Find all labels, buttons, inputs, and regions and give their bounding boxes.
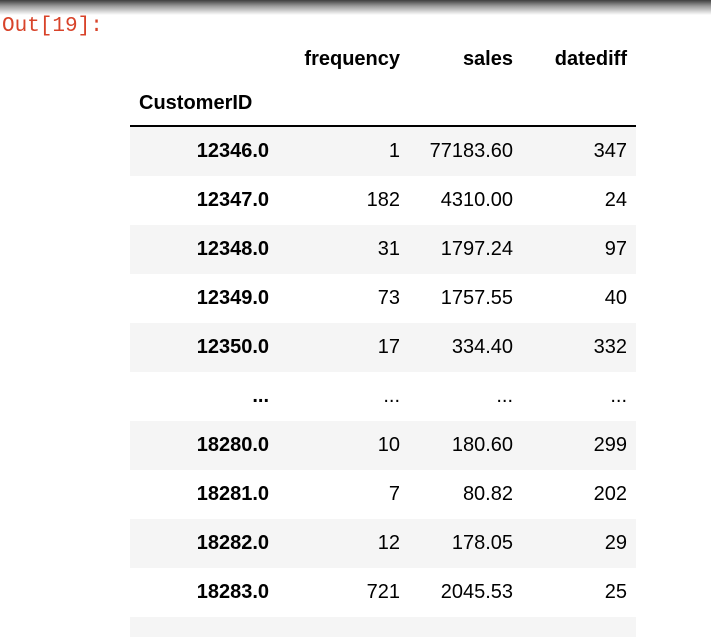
row-index-cell: 12349.0: [196, 287, 269, 309]
column-header-datediff: datediff: [554, 48, 627, 70]
table-row: 18282.0 12 178.05 29: [130, 519, 636, 568]
sales-cell: 2045.53: [440, 581, 513, 603]
datediff-cell: 97: [604, 238, 627, 260]
row-index-cell: 12347.0: [196, 189, 269, 211]
column-header-frequency: frequency: [304, 48, 400, 70]
blank-corner-cell: [130, 37, 278, 81]
datediff-cell: ...: [610, 385, 627, 407]
frequency-cell: 1: [388, 140, 400, 162]
frequency-cell: 73: [377, 287, 400, 309]
table-row: 18280.0 10 180.60 299: [130, 421, 636, 470]
index-name-label: CustomerID: [139, 92, 253, 114]
row-index-cell: [130, 617, 278, 637]
table-row: 18283.0 721 2045.53 25: [130, 568, 636, 617]
row-index-cell: ...: [252, 385, 269, 407]
partially-visible-next-row: [130, 617, 636, 637]
table-row: 12348.0 31 1797.24 97: [130, 225, 636, 274]
row-index-cell: 18282.0: [196, 532, 269, 554]
blank-header-cell: [278, 81, 409, 126]
column-header-row: frequency sales datediff: [130, 37, 636, 81]
sales-cell: 1757.55: [440, 287, 513, 309]
sales-cell: 178.05: [451, 532, 513, 554]
table-row: 12347.0 182 4310.00 24: [130, 176, 636, 225]
datediff-cell: 202: [593, 483, 627, 505]
ellipsis-row: ... ... ... ...: [130, 372, 636, 421]
datediff-cell: 332: [593, 336, 627, 358]
dataframe-output: frequency sales datediff CustomerID 1234…: [130, 37, 636, 637]
row-index-cell: 12350.0: [196, 336, 269, 358]
datediff-cell: 347: [593, 140, 627, 162]
table-row: 12346.0 1 77183.60 347: [130, 126, 636, 176]
sales-cell: ...: [496, 385, 513, 407]
window-top-shadow: [0, 0, 711, 15]
frequency-cell: 31: [377, 238, 400, 260]
frequency-cell: ...: [383, 385, 400, 407]
frequency-cell: 12: [377, 532, 400, 554]
sales-cell: 4310.00: [440, 189, 513, 211]
datediff-cell: 24: [604, 189, 627, 211]
frequency-cell: 7: [388, 483, 400, 505]
sales-cell: 334.40: [451, 336, 513, 358]
dataframe-table: frequency sales datediff CustomerID 1234…: [130, 37, 636, 637]
frequency-cell: 10: [377, 434, 400, 456]
index-name-row: CustomerID: [130, 81, 636, 126]
dataframe-body: 12346.0 1 77183.60 347 12347.0 182 4310.…: [130, 126, 636, 637]
column-header-sales: sales: [462, 48, 513, 70]
row-index-cell: 12346.0: [196, 140, 269, 162]
datediff-cell: 25: [604, 581, 627, 603]
sales-cell: 80.82: [462, 483, 513, 505]
datediff-cell: 299: [593, 434, 627, 456]
frequency-cell: 17: [377, 336, 400, 358]
row-index-cell: 12348.0: [196, 238, 269, 260]
table-row: 18281.0 7 80.82 202: [130, 470, 636, 519]
row-index-cell: 18281.0: [196, 483, 269, 505]
blank-header-cell: [522, 81, 636, 126]
dataframe-header: frequency sales datediff CustomerID: [130, 37, 636, 126]
output-prompt: Out[19]:: [2, 15, 103, 38]
datediff-cell: 29: [604, 532, 627, 554]
datediff-cell: [522, 617, 636, 637]
blank-header-cell: [409, 81, 522, 126]
sales-cell: [409, 617, 522, 637]
frequency-cell: 182: [366, 189, 400, 211]
sales-cell: 180.60: [451, 434, 513, 456]
datediff-cell: 40: [604, 287, 627, 309]
table-row: 12349.0 73 1757.55 40: [130, 274, 636, 323]
frequency-cell: 721: [366, 581, 400, 603]
sales-cell: 77183.60: [429, 140, 513, 162]
row-index-cell: 18280.0: [196, 434, 269, 456]
row-index-cell: 18283.0: [196, 581, 269, 603]
sales-cell: 1797.24: [440, 238, 513, 260]
table-row: 12350.0 17 334.40 332: [130, 323, 636, 372]
frequency-cell: [278, 617, 409, 637]
jupyter-output-area: { "prompt": { "label": "Out[19]:", "colo…: [0, 0, 711, 603]
